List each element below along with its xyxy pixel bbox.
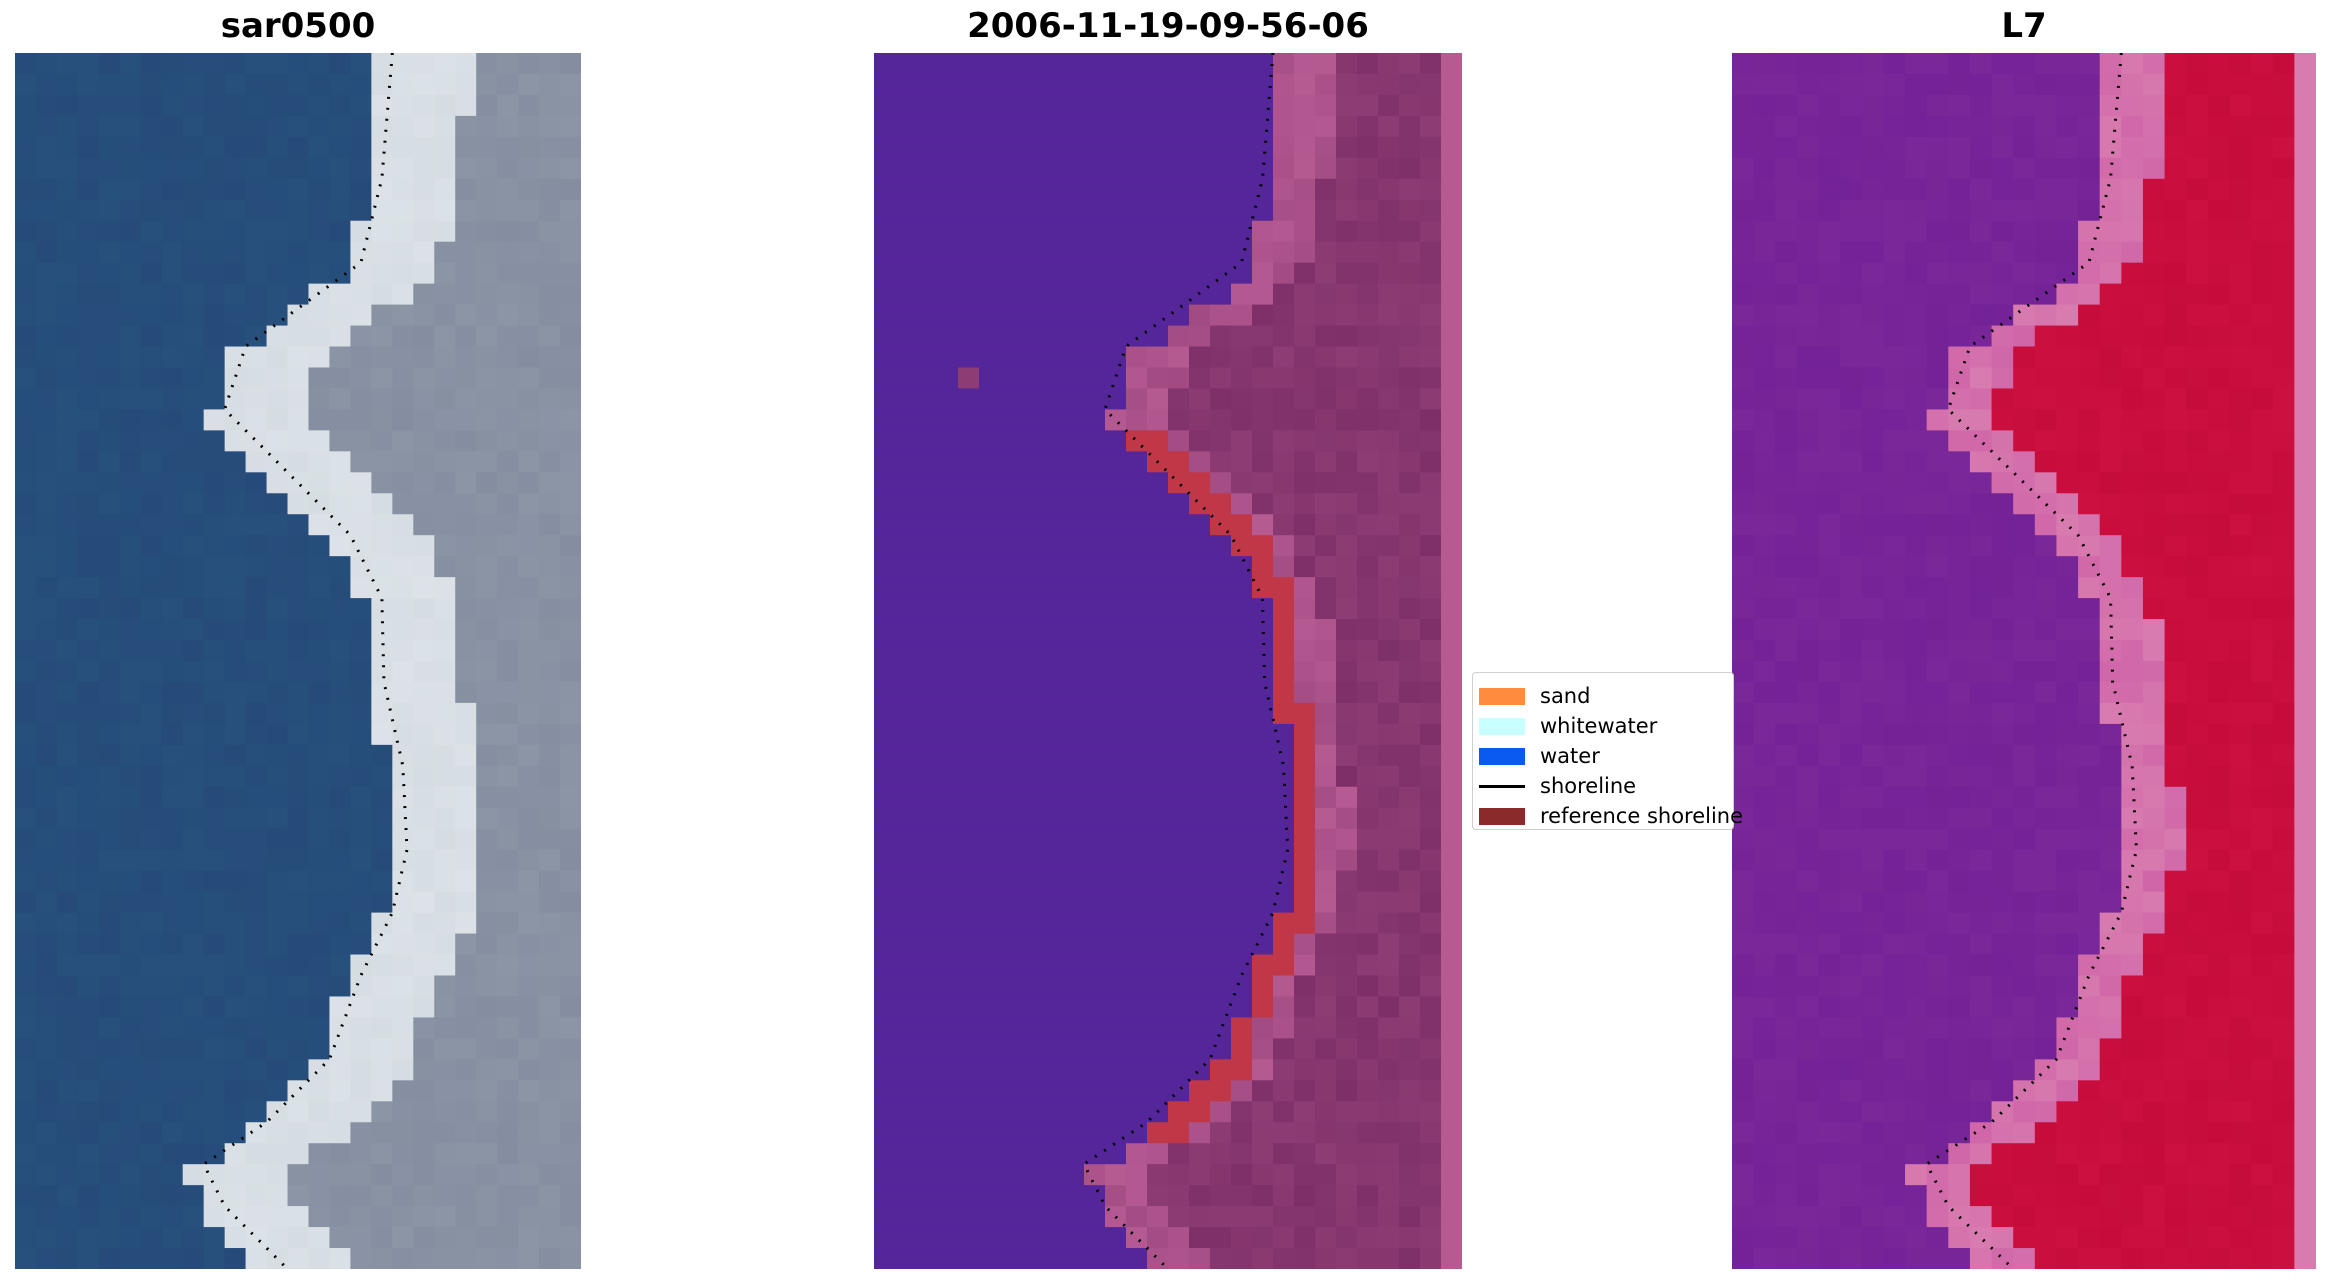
classified-pixel-grid xyxy=(874,53,1462,1269)
panel-title-date: 2006-11-19-09-56-06 xyxy=(967,6,1369,46)
legend-label-shoreline: shoreline xyxy=(1540,774,1637,798)
legend-item-whitewater: whitewater xyxy=(1479,711,1657,741)
rgb-pixel-grid xyxy=(15,53,581,1269)
legend-item-sand: sand xyxy=(1479,681,1590,711)
panel-title-image: sar0500 xyxy=(220,6,376,46)
legend-label-sand: sand xyxy=(1540,684,1591,708)
classified-image xyxy=(874,53,1462,1269)
legend-swatch-whitewater xyxy=(1479,717,1525,735)
legend-item-reference-shoreline: reference shoreline xyxy=(1479,801,1743,831)
legend-swatch-water xyxy=(1479,747,1525,765)
index-image xyxy=(1732,53,2316,1269)
rgb-image-panel xyxy=(15,53,581,1269)
legend-swatch-sand xyxy=(1479,687,1525,705)
legend-label-water: water xyxy=(1540,744,1600,768)
index-image-panel xyxy=(1732,53,2316,1269)
legend-swatch-reference-shoreline xyxy=(1479,807,1525,825)
legend-item-shoreline: shoreline xyxy=(1479,771,1636,801)
index-pixel-grid xyxy=(1732,53,2316,1269)
legend-swatch-shoreline xyxy=(1479,784,1525,788)
classified-image-panel xyxy=(874,53,1462,1269)
legend-label-reference-shoreline: reference shoreline xyxy=(1540,804,1744,828)
panel-title-satellite: L7 xyxy=(2001,6,2047,46)
legend-label-whitewater: whitewater xyxy=(1540,714,1658,738)
rgb-satellite-image xyxy=(15,53,581,1269)
legend-item-water: water xyxy=(1479,741,1600,771)
legend: sand whitewater water shoreline referenc… xyxy=(1472,672,1743,830)
